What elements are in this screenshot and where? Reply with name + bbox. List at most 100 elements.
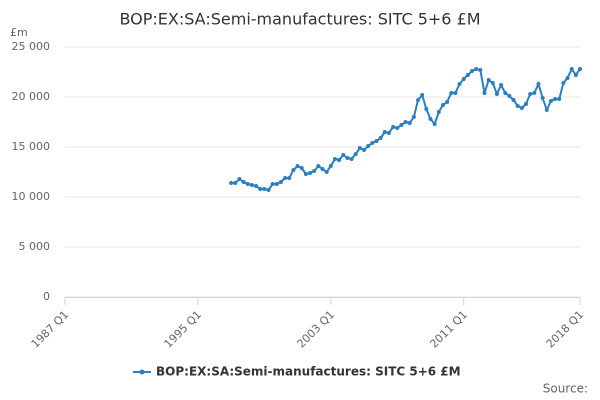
data-point <box>561 81 566 85</box>
y-tick-label: 10 000 <box>12 190 51 203</box>
data-point <box>395 126 400 130</box>
data-point <box>482 91 487 95</box>
data-point <box>391 125 396 129</box>
data-point <box>503 91 508 95</box>
data-point <box>553 97 558 101</box>
data-point <box>345 156 350 160</box>
data-point <box>266 188 271 192</box>
data-point <box>337 158 342 162</box>
data-point <box>515 104 520 108</box>
data-point <box>440 103 445 107</box>
data-point <box>262 187 267 191</box>
y-tick-label: 0 <box>43 290 50 303</box>
data-point <box>528 92 533 96</box>
x-tick-label: 1995 Q1 <box>162 308 205 351</box>
data-point <box>411 115 416 119</box>
data-point <box>291 168 296 172</box>
data-point <box>573 73 578 77</box>
data-point <box>312 169 317 173</box>
data-point <box>457 82 462 86</box>
data-point <box>316 164 321 168</box>
data-point <box>453 91 458 95</box>
data-point <box>478 68 483 72</box>
data-point <box>303 172 308 176</box>
data-point <box>382 130 387 134</box>
y-tick-label: 25 000 <box>12 40 51 53</box>
data-point <box>449 91 454 95</box>
data-point <box>399 123 404 127</box>
data-point <box>465 73 470 77</box>
data-point <box>353 152 358 156</box>
x-tick-label: 2011 Q1 <box>427 308 470 351</box>
data-point <box>461 77 466 81</box>
data-point <box>324 170 329 174</box>
data-point <box>544 108 549 112</box>
data-point <box>274 182 279 186</box>
data-point <box>366 144 371 148</box>
data-point <box>474 67 479 71</box>
x-tick-label: 2003 Q1 <box>295 308 338 351</box>
data-point <box>237 177 242 181</box>
data-point <box>283 176 288 180</box>
legend-marker <box>139 369 145 375</box>
data-point <box>416 98 421 102</box>
x-tick-label: 2018 Q1 <box>544 308 587 351</box>
data-point <box>536 82 541 86</box>
data-point <box>332 157 337 161</box>
data-point <box>357 146 362 150</box>
data-line <box>231 66 581 192</box>
data-point <box>499 83 504 87</box>
source: Source: <box>543 382 588 396</box>
data-point <box>445 100 450 104</box>
data-point <box>486 78 491 82</box>
data-point <box>436 110 441 114</box>
data-point <box>403 120 408 124</box>
data-point <box>374 139 379 143</box>
data-point <box>308 171 313 175</box>
data-point <box>370 141 375 145</box>
y-axis-label: £m <box>10 26 28 39</box>
data-point <box>569 67 574 71</box>
chart-title: BOP:EX:SA:Semi-manufactures: SITC 5+6 £M <box>119 10 480 29</box>
data-point <box>494 92 499 96</box>
data-point <box>254 184 259 188</box>
data-point <box>511 98 516 102</box>
x-tick-label: 1987 Q1 <box>29 308 72 351</box>
data-point <box>229 181 234 185</box>
data-point <box>524 102 529 106</box>
data-point <box>249 183 254 187</box>
data-point <box>349 157 354 161</box>
data-point <box>341 153 346 157</box>
data-point <box>295 164 300 168</box>
data-point <box>424 107 429 111</box>
y-tick-label: 20 000 <box>12 90 51 103</box>
data-point <box>233 181 238 185</box>
data-point <box>565 76 570 80</box>
data-point <box>378 136 383 140</box>
data-point <box>245 182 250 186</box>
data-point <box>507 94 512 98</box>
data-point <box>578 67 582 71</box>
data-point <box>519 106 524 110</box>
data-point <box>557 97 562 101</box>
data-point <box>270 182 275 186</box>
data-point <box>386 131 391 135</box>
data-point <box>532 91 537 95</box>
data-point <box>328 164 333 168</box>
data-point <box>407 121 412 125</box>
data-point <box>362 148 367 152</box>
data-point <box>548 99 553 103</box>
data-point <box>278 180 283 184</box>
data-point <box>540 96 545 100</box>
y-tick-label: 5 000 <box>19 240 51 253</box>
data-point <box>299 166 304 170</box>
data-point <box>241 180 246 184</box>
data-point <box>420 93 425 97</box>
legend-label: BOP:EX:SA:Semi-manufactures: SITC 5+6 £M <box>156 365 461 379</box>
data-point <box>258 187 263 191</box>
y-tick-label: 15 000 <box>12 140 51 153</box>
data-point <box>470 69 475 73</box>
data-point <box>432 122 437 126</box>
